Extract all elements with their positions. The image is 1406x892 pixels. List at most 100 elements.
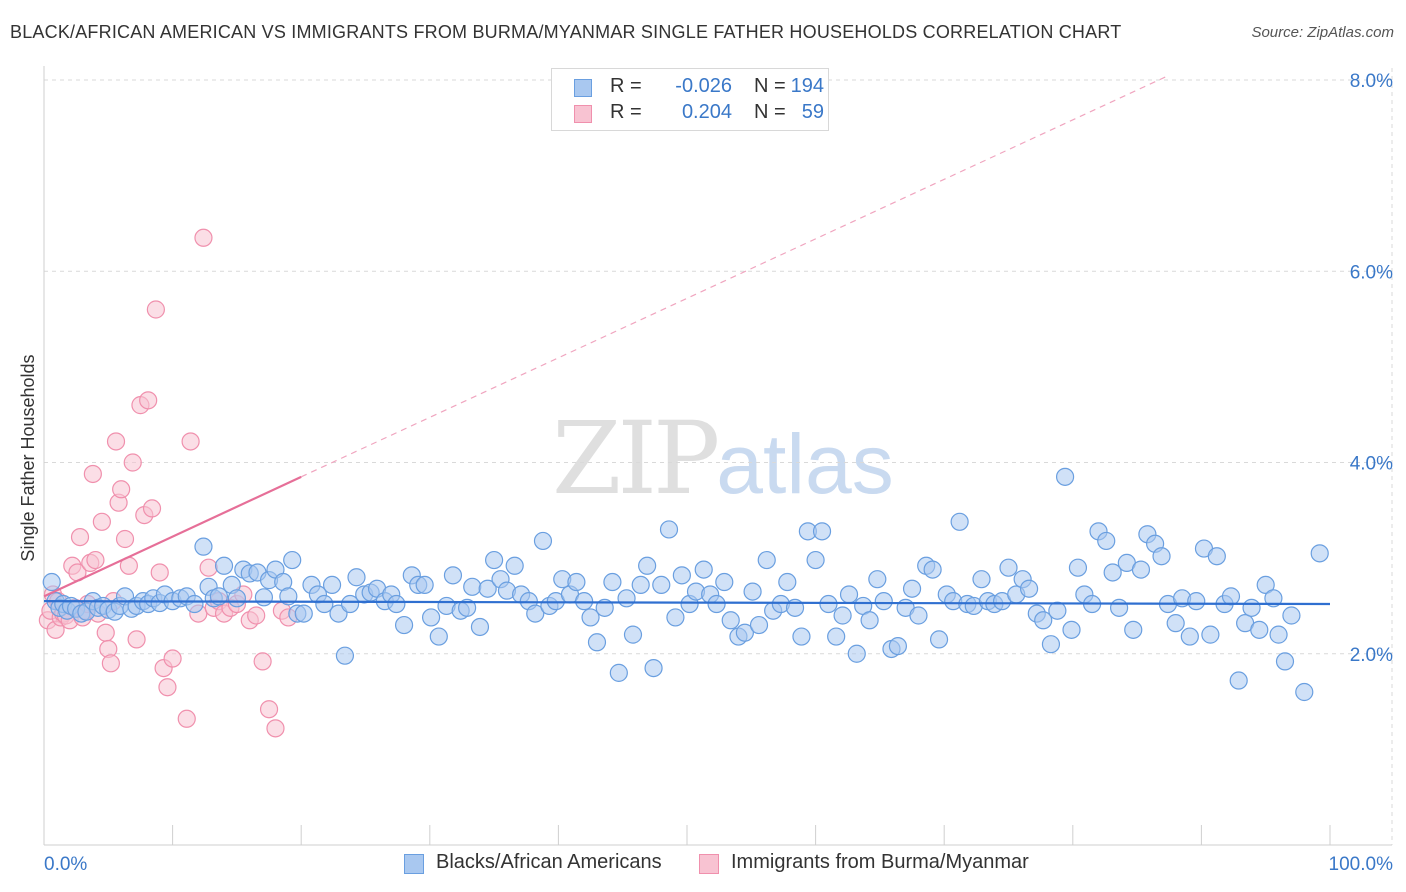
data-point-burma [92,512,111,531]
data-point-black [603,572,622,592]
legend-swatch-burma [574,105,592,123]
data-point-black [227,589,246,608]
data-point-black [1097,531,1116,551]
data-point-black [1131,560,1151,579]
data-point-black [757,550,776,570]
data-point-black [929,630,949,649]
data-point-black [1166,614,1185,633]
data-point-burma [112,480,131,499]
data-point-black [1269,625,1288,644]
data-point-burma [101,654,120,673]
data-point-black [283,550,302,570]
data-point-black [340,594,360,614]
data-point-black [623,625,643,644]
y-axis-label: Single Father Households [18,354,38,561]
data-point-black [792,627,811,646]
watermark-atlas: atlas [716,417,894,511]
data-point-black [254,588,274,607]
data-point-black [335,646,355,665]
data-point-black [666,608,685,627]
data-point-burma [199,558,218,577]
data-point-burma [158,678,177,697]
data-point-burma [142,499,162,518]
legend-swatch-black [574,79,592,97]
data-point-black [609,663,628,682]
data-point-black [443,566,463,585]
data-point-black [470,617,490,637]
data-point-burma [177,709,196,728]
data-point-black [743,582,762,601]
y-tick-label: 6.0% [1350,262,1393,283]
data-point-black [1295,682,1314,702]
data-point-burma [139,391,158,410]
chart-title: BLACK/AFRICAN AMERICAN VS IMMIGRANTS FRO… [10,22,1122,42]
data-point-black [902,579,922,598]
data-point-black [1229,671,1248,690]
data-point-burma [194,228,213,247]
data-point-burma [115,529,135,549]
data-point-burma [123,453,142,472]
y-tick-label: 4.0% [1350,454,1393,475]
data-point-black [1180,627,1199,646]
y-tick-label: 2.0% [1350,645,1393,666]
legend-r-label: R = [610,75,642,97]
data-point-black [659,520,679,539]
data-point-black [672,566,691,585]
legend-n-value: 194 [790,75,824,97]
trend-line-burma [43,475,302,598]
legend-swatch-black [404,854,424,874]
data-point-burma [253,652,272,671]
data-point-black [1068,558,1088,577]
data-point-black [1019,579,1039,598]
data-point-black [1242,598,1261,617]
series-black-points [42,467,1329,702]
data-point-black [485,550,504,570]
data-point-black [778,572,797,592]
trend-line-black [43,600,1331,606]
data-point-black [735,623,754,642]
data-point-black [652,575,671,595]
x-tick-label: 100.0% [1329,854,1394,875]
data-point-burma [163,649,182,668]
data-point-black [457,598,477,617]
legend-swatch-burma [699,854,719,874]
trend-lines-dashed [300,74,1170,478]
data-point-black [1152,547,1171,566]
data-point-black [806,550,825,570]
watermark-zip: ZIP [552,400,720,517]
data-point-black [707,594,726,614]
data-point-black [1041,635,1061,654]
data-point-black [972,570,991,589]
data-point-black [833,606,852,625]
data-point-black [567,572,586,592]
legend-r-value: 0.204 [681,101,732,123]
data-point-black [1062,620,1081,639]
data-point-black [644,658,663,678]
data-point-black [638,556,657,575]
data-point-black [294,604,313,623]
data-point-burma [266,719,285,738]
data-point-black [1109,598,1129,617]
data-point-black [581,608,600,627]
data-point-black [839,585,859,604]
data-point-black [923,560,942,579]
data-point-black [387,594,406,614]
data-point-burma [96,623,115,642]
data-point-burma [181,432,200,451]
data-point-black [827,627,846,646]
data-point-burma [106,432,126,451]
trend-lines [43,475,1331,606]
data-point-black [721,611,740,630]
data-point-black [347,568,366,587]
series-burma-points [38,228,298,738]
data-point-black [1207,547,1226,566]
data-point-black [533,531,553,551]
y-tick-label: 8.0% [1350,71,1393,92]
data-point-burma [127,630,146,649]
data-point-black [1282,606,1301,625]
trend-line-burma-extrapolated [300,74,1170,478]
legend-label-black: Blacks/African Americans [436,851,662,873]
grid-lines [44,68,1393,845]
data-point-black [888,636,908,656]
